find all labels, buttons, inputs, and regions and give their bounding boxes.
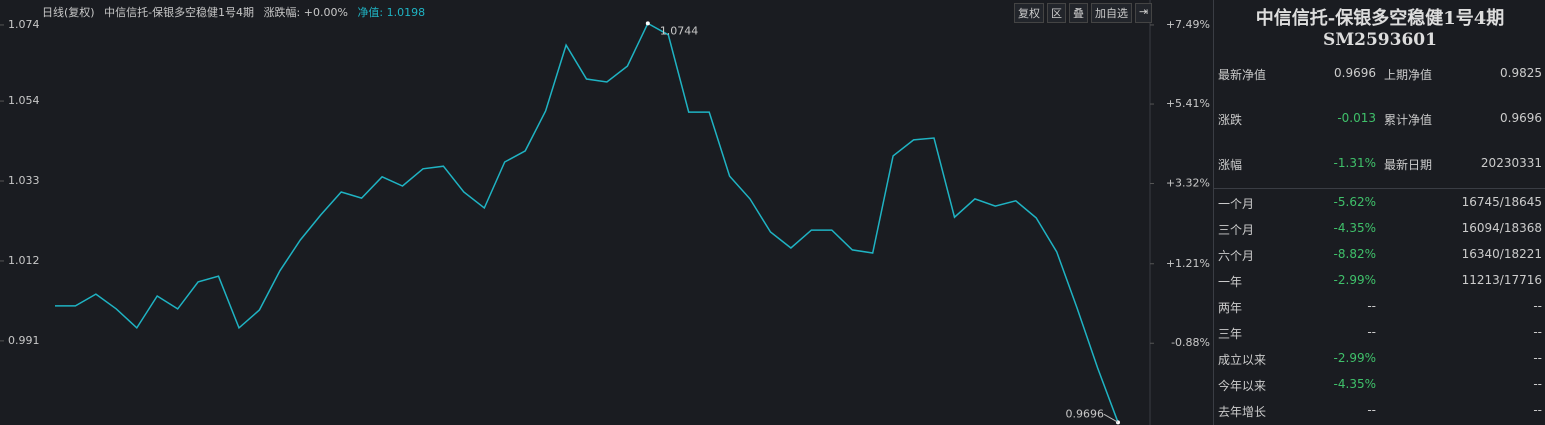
- perf-cell: 今年以来: [1218, 379, 1267, 393]
- perf-cell: -5.62%: [1333, 195, 1376, 209]
- perf-cell: 11213/17716: [1461, 273, 1542, 287]
- perf-cell: 16340/18221: [1461, 247, 1542, 261]
- stat-cell: 涨幅: [1218, 158, 1243, 172]
- y-tick-label: 0.991: [8, 334, 40, 347]
- perf-row: 一年 -2.99% 11213/17716: [1218, 273, 1542, 293]
- panel-code: SM2593601: [1323, 30, 1437, 50]
- mode: 日线(复权): [42, 6, 95, 19]
- stat-cell: 涨跌: [1218, 113, 1243, 127]
- y-tick-label: 1.054: [8, 94, 40, 107]
- perf-cell: -2.99%: [1333, 351, 1376, 365]
- fund-name: 中信信托-保银多空稳健1号4期: [104, 6, 255, 19]
- perf-cell: -4.35%: [1333, 221, 1376, 235]
- stat-cell: 最新净值: [1218, 68, 1267, 82]
- perf-row: 三年 -- --: [1218, 325, 1542, 345]
- perf-cell: 一年: [1218, 275, 1243, 289]
- stat-cell: 累计净值: [1384, 113, 1433, 127]
- stat-cell: 0.9696: [1500, 111, 1542, 125]
- perf-cell: 去年增长: [1218, 405, 1267, 419]
- y2-tick-label: -0.88%: [1171, 336, 1210, 349]
- y-tick-label: 1.012: [8, 254, 40, 267]
- perf-row: 两年 -- --: [1218, 299, 1542, 319]
- perf-cell: --: [1367, 403, 1376, 417]
- perf-row: 今年以来 -4.35% --: [1218, 377, 1542, 397]
- perf-cell: --: [1533, 403, 1542, 417]
- perf-cell: 六个月: [1218, 249, 1255, 263]
- last-label: 0.9696: [1066, 407, 1105, 420]
- perf-cell: 16094/18368: [1461, 221, 1542, 235]
- stat-cell: 上期净值: [1384, 68, 1433, 82]
- stat-cell: 20230331: [1480, 156, 1542, 170]
- perf-cell: 16745/18645: [1461, 195, 1542, 209]
- toolbar-button[interactable]: 复权: [1014, 3, 1044, 23]
- perf-cell: --: [1533, 325, 1542, 339]
- y2-tick-label: +7.49%: [1166, 18, 1210, 31]
- perf-cell: 成立以来: [1218, 353, 1267, 367]
- perf-cell: -4.35%: [1333, 377, 1376, 391]
- perf-row: 三个月 -4.35% 16094/18368: [1218, 221, 1542, 241]
- toolbar-button[interactable]: ⇥: [1135, 3, 1153, 23]
- stat-cell: 0.9696: [1334, 66, 1376, 80]
- perf-row: 六个月 -8.82% 16340/18221: [1218, 247, 1542, 267]
- perf-cell: -8.82%: [1333, 247, 1376, 261]
- chart-header: 日线(复权) 中信信托-保银多空稳健1号4期 涨跌幅: +0.00% 净值: 1…: [42, 4, 431, 20]
- stat-row: 最新净值 0.9696 上期净值 0.9825: [1218, 66, 1542, 86]
- toolbar: 复权区叠加自选 ⇥: [1014, 3, 1153, 23]
- perf-cell: 两年: [1218, 301, 1243, 315]
- info-panel: 中信信托-保银多空稳健1号4期 SM2593601 最新净值 0.9696 上期净值…: [1213, 0, 1545, 425]
- y2-tick-label: +5.41%: [1166, 97, 1210, 110]
- perf-cell: 三年: [1218, 327, 1243, 341]
- perf-cell: --: [1533, 377, 1542, 391]
- nav: 净值: 1.0198: [357, 6, 426, 19]
- chart: 1.074 1.054 1.033 1.012 0.991 +7.49% +5.41% +3.…: [0, 0, 1210, 425]
- stat-cell: 0.9825: [1500, 66, 1542, 80]
- perf-cell: -2.99%: [1333, 273, 1376, 287]
- stat-cell: 最新日期: [1384, 158, 1433, 172]
- y-tick-label: 1.074: [8, 18, 40, 31]
- y2-tick-label: +3.32%: [1166, 177, 1210, 190]
- perf-cell: 三个月: [1218, 223, 1255, 237]
- toolbar-button[interactable]: 加自选: [1091, 3, 1132, 23]
- perf-cell: --: [1367, 325, 1376, 339]
- perf-row: 去年增长 -- --: [1218, 403, 1542, 423]
- last-pointer: [1103, 413, 1119, 423]
- y2-tick-label: +1.21%: [1166, 257, 1210, 270]
- stat-row: 涨幅 -1.31% 最新日期 20230331: [1218, 156, 1542, 176]
- change: 涨跌幅: +0.00%: [263, 6, 348, 19]
- max-label: 1.0744: [660, 24, 699, 37]
- stat-cell: -1.31%: [1333, 156, 1376, 170]
- perf-cell: 一个月: [1218, 197, 1255, 211]
- panel-title: 中信信托-保银多空稳健1号4期: [1255, 8, 1505, 29]
- toolbar-button[interactable]: 叠: [1069, 3, 1088, 23]
- y-tick-label: 1.033: [8, 174, 40, 187]
- perf-cell: --: [1533, 351, 1542, 365]
- perf-row: 一个月 -5.62% 16745/18645: [1218, 195, 1542, 215]
- nav-line: [55, 22, 1119, 423]
- max-marker: [645, 21, 650, 26]
- stat-row: 涨跌 -0.013 累计净值 0.9696: [1218, 111, 1542, 131]
- stat-cell: -0.013: [1337, 111, 1376, 125]
- separator: [1214, 188, 1545, 189]
- toolbar-button[interactable]: 区: [1047, 3, 1066, 23]
- perf-cell: --: [1367, 299, 1376, 313]
- perf-row: 成立以来 -2.99% --: [1218, 351, 1542, 371]
- perf-cell: --: [1533, 299, 1542, 313]
